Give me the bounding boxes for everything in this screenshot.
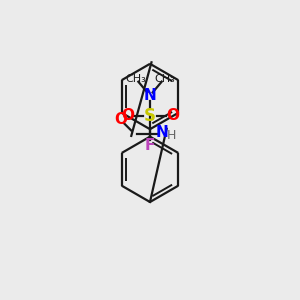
Text: CH₃: CH₃ <box>125 74 146 83</box>
Text: N: N <box>144 88 156 103</box>
Text: O: O <box>114 112 127 127</box>
Text: O: O <box>121 108 134 123</box>
Text: H: H <box>167 129 176 142</box>
Text: CH₃: CH₃ <box>154 74 175 83</box>
Text: F: F <box>145 138 155 153</box>
Text: N: N <box>155 125 168 140</box>
Text: O: O <box>166 108 179 123</box>
Text: S: S <box>144 107 156 125</box>
